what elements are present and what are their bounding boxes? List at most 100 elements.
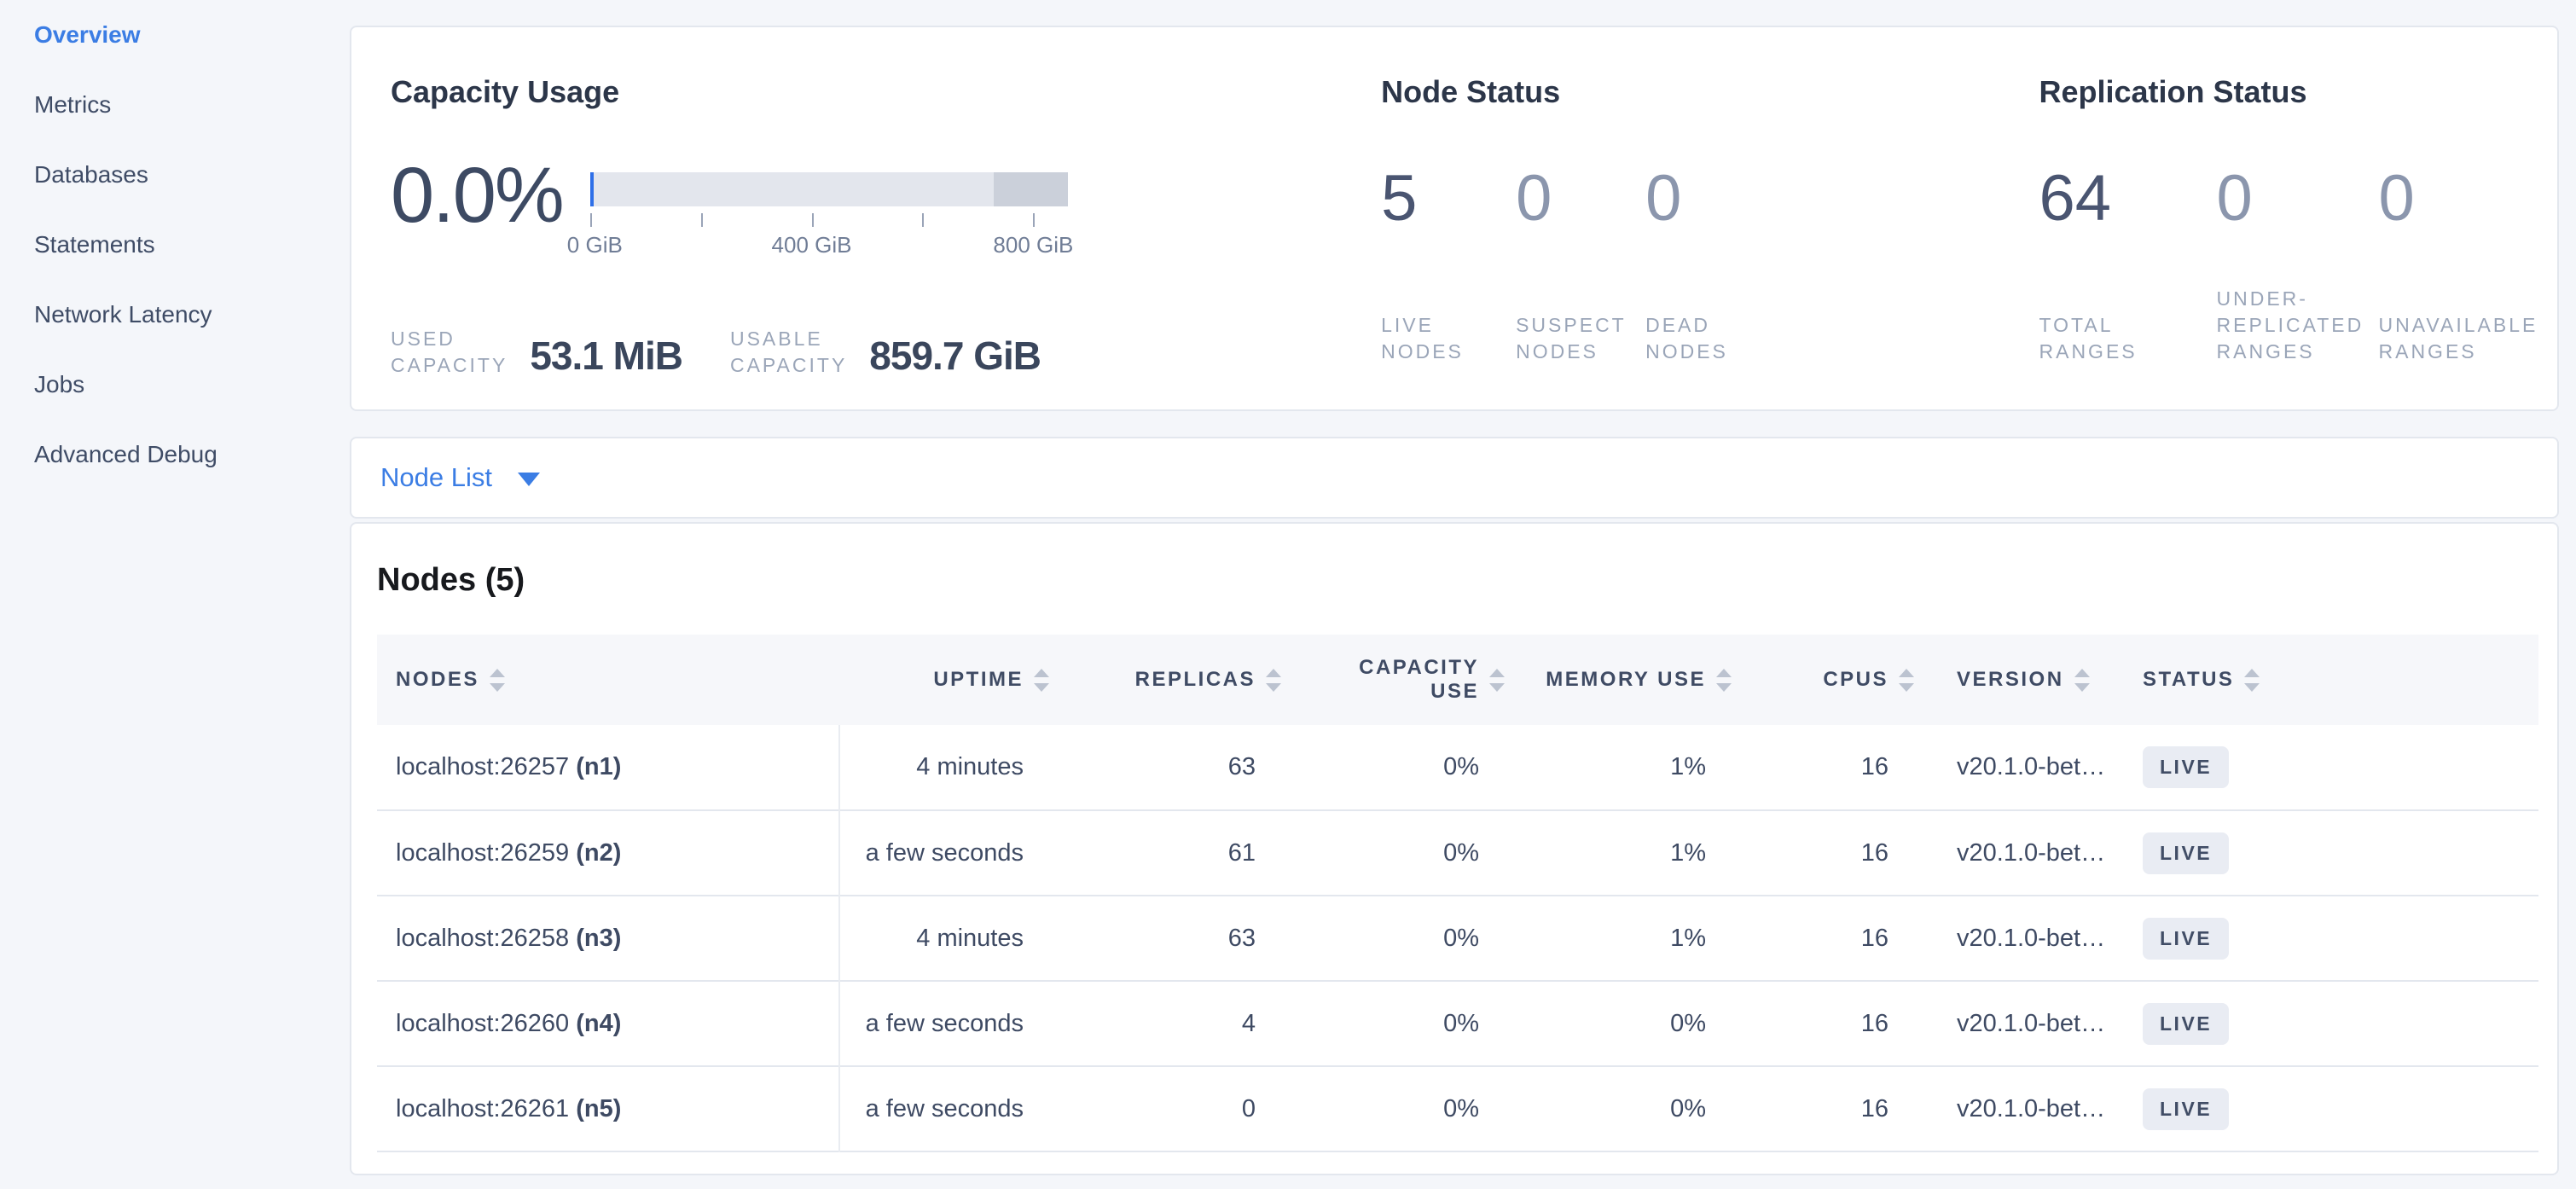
total-ranges-label: TOTAL RANGES xyxy=(2039,314,2138,362)
uptime-cell: a few seconds xyxy=(865,1009,1024,1037)
under-replicated-ranges-label: UNDER- REPLICATED RANGES xyxy=(2216,287,2364,362)
capacity-percent: 0.0% xyxy=(391,152,565,239)
nodes-table-title: Nodes (5) xyxy=(377,562,525,598)
replication-status-title: Replication Status xyxy=(2039,74,2307,109)
sort-icon xyxy=(2074,668,2090,692)
total-ranges-value: 64 xyxy=(2039,162,2112,235)
status-cell: LIVE xyxy=(2127,1066,2538,1151)
cluster-summary-card: Capacity Usage 0.0% 0 GiB 400 GiB 800 Gi… xyxy=(350,26,2559,411)
column-header-status[interactable]: STATUS xyxy=(2127,668,2538,692)
view-selector-card: Node List xyxy=(350,437,2559,519)
node-address-cell[interactable]: localhost:26260 (n4) xyxy=(377,981,840,1066)
memory-use-cell: 1% xyxy=(1670,838,1706,867)
sidebar-item-databases[interactable]: Databases xyxy=(34,161,148,188)
live-nodes-stat: 5 LIVE NODES xyxy=(1381,164,1516,365)
status-badge: LIVE xyxy=(2143,746,2230,788)
replicas-cell: 61 xyxy=(1227,838,1256,867)
sidebar-item-statements[interactable]: Statements xyxy=(34,231,155,258)
used-capacity-value: 53.1 MiB xyxy=(530,334,683,378)
gauge-label-400: 400 GiB xyxy=(771,232,852,258)
sidebar-item-network-latency[interactable]: Network Latency xyxy=(34,301,212,328)
table-row[interactable]: localhost:26257 (n1) 4 minutes 63 0% 1% … xyxy=(377,725,2538,810)
column-header-version[interactable]: VERSION xyxy=(1926,668,2127,692)
capacity-gauge-bar xyxy=(589,172,1068,206)
capacity-usage-section: Capacity Usage 0.0% 0 GiB 400 GiB 800 Gi… xyxy=(351,27,1330,409)
sidebar-item-overview[interactable]: Overview xyxy=(34,21,141,48)
under-replicated-ranges-value: 0 xyxy=(2216,162,2253,235)
column-header-replicas[interactable]: REPLICAS xyxy=(1061,668,1293,692)
cpus-cell: 16 xyxy=(1860,753,1888,780)
capacity-use-cell: 0% xyxy=(1443,1009,1479,1037)
cpus-cell: 16 xyxy=(1860,838,1888,867)
node-address-cell[interactable]: localhost:26259 (n2) xyxy=(377,810,840,896)
cpus-cell: 16 xyxy=(1860,924,1888,952)
column-header-memory-use[interactable]: MEMORY USE xyxy=(1517,668,1743,692)
status-badge: LIVE xyxy=(2143,917,2230,960)
replication-status-section: Replication Status 64 TOTAL RANGES 0 UND… xyxy=(1987,27,2558,409)
column-label-status: STATUS xyxy=(2143,668,2235,691)
table-row[interactable]: localhost:26258 (n3) 4 minutes 63 0% 1% … xyxy=(377,896,2538,981)
status-badge: LIVE xyxy=(2143,1002,2230,1045)
status-cell: LIVE xyxy=(2127,981,2538,1066)
version-cell: v20.1.0-bet… xyxy=(1957,753,2106,780)
dead-nodes-stat: 0 DEAD NODES xyxy=(1645,164,1728,365)
sort-icon xyxy=(1266,668,1281,692)
column-label-memory-use: MEMORY USE xyxy=(1546,668,1706,691)
replicas-cell: 63 xyxy=(1227,924,1256,952)
capacity-gauge-ticks xyxy=(589,206,1068,232)
sidebar-item-metrics[interactable]: Metrics xyxy=(34,91,112,118)
table-row[interactable]: localhost:26260 (n4) a few seconds 4 0% … xyxy=(377,981,2538,1066)
node-status-title: Node Status xyxy=(1381,74,1561,109)
column-header-uptime[interactable]: UPTIME xyxy=(839,668,1061,692)
sort-icon xyxy=(489,668,505,692)
nodes-table: NODES UPTIME REPLICAS CAPACITY USE MEMOR… xyxy=(377,635,2538,1152)
sidebar-item-advanced-debug[interactable]: Advanced Debug xyxy=(34,441,218,467)
unavailable-ranges-label: UNAVAILABLE RANGES xyxy=(2378,314,2538,362)
capacity-use-cell: 0% xyxy=(1443,924,1479,952)
dead-nodes-label: DEAD NODES xyxy=(1645,314,1728,362)
column-header-nodes[interactable]: NODES xyxy=(377,668,839,692)
column-header-cpus[interactable]: CPUS xyxy=(1743,668,1926,692)
memory-use-cell: 1% xyxy=(1670,753,1706,780)
cpus-cell: 16 xyxy=(1860,1094,1888,1122)
status-cell: LIVE xyxy=(2127,810,2538,896)
usable-capacity-label: USABLE CAPACITY xyxy=(729,328,848,376)
used-capacity-label: USED CAPACITY xyxy=(391,328,508,376)
capacity-gauge-used-segment xyxy=(589,172,594,206)
capacity-gauge: 0 GiB 400 GiB 800 GiB xyxy=(567,172,1073,259)
sidebar-item-jobs[interactable]: Jobs xyxy=(34,371,85,397)
caret-down-icon xyxy=(517,473,540,486)
cpus-cell: 16 xyxy=(1860,1009,1888,1037)
node-list-dropdown[interactable]: Node List xyxy=(351,462,540,493)
column-label-cpus: CPUS xyxy=(1823,668,1888,691)
memory-use-cell: 0% xyxy=(1670,1094,1706,1122)
status-cell: LIVE xyxy=(2127,896,2538,981)
version-cell: v20.1.0-bet… xyxy=(1957,838,2106,867)
node-address-cell[interactable]: localhost:26257 (n1) xyxy=(377,725,840,810)
uptime-cell: 4 minutes xyxy=(916,924,1024,952)
table-row[interactable]: localhost:26259 (n2) a few seconds 61 0%… xyxy=(377,810,2538,896)
node-address-cell[interactable]: localhost:26261 (n5) xyxy=(377,1066,840,1151)
memory-use-cell: 0% xyxy=(1670,1009,1706,1037)
sort-icon xyxy=(2244,668,2260,692)
status-badge: LIVE xyxy=(2143,832,2230,874)
column-label-uptime: UPTIME xyxy=(933,668,1024,691)
gauge-label-800: 800 GiB xyxy=(993,232,1074,258)
sort-icon xyxy=(1034,668,1049,692)
nodes-table-header-row: NODES UPTIME REPLICAS CAPACITY USE MEMOR… xyxy=(377,635,2538,725)
node-address-cell[interactable]: localhost:26258 (n3) xyxy=(377,896,840,981)
table-row[interactable]: localhost:26261 (n5) a few seconds 0 0% … xyxy=(377,1066,2538,1151)
column-header-capacity-use[interactable]: CAPACITY USE xyxy=(1293,656,1517,704)
replicas-cell: 63 xyxy=(1227,753,1256,780)
dead-nodes-value: 0 xyxy=(1645,162,1682,235)
node-status-section: Node Status 5 LIVE NODES 0 SUSPECT NODES… xyxy=(1330,27,1986,409)
replicas-cell: 0 xyxy=(1241,1094,1256,1122)
version-cell: v20.1.0-bet… xyxy=(1957,924,2106,952)
nodes-table-card: Nodes (5) NODES UPTIME REPLICAS xyxy=(350,522,2559,1175)
capacity-use-cell: 0% xyxy=(1443,838,1479,867)
live-nodes-label: LIVE NODES xyxy=(1381,314,1464,362)
memory-use-cell: 1% xyxy=(1670,924,1706,952)
sort-icon xyxy=(1716,668,1732,692)
under-replicated-ranges-stat: 0 UNDER- REPLICATED RANGES xyxy=(2217,164,2379,365)
unavailable-ranges-value: 0 xyxy=(2378,162,2415,235)
